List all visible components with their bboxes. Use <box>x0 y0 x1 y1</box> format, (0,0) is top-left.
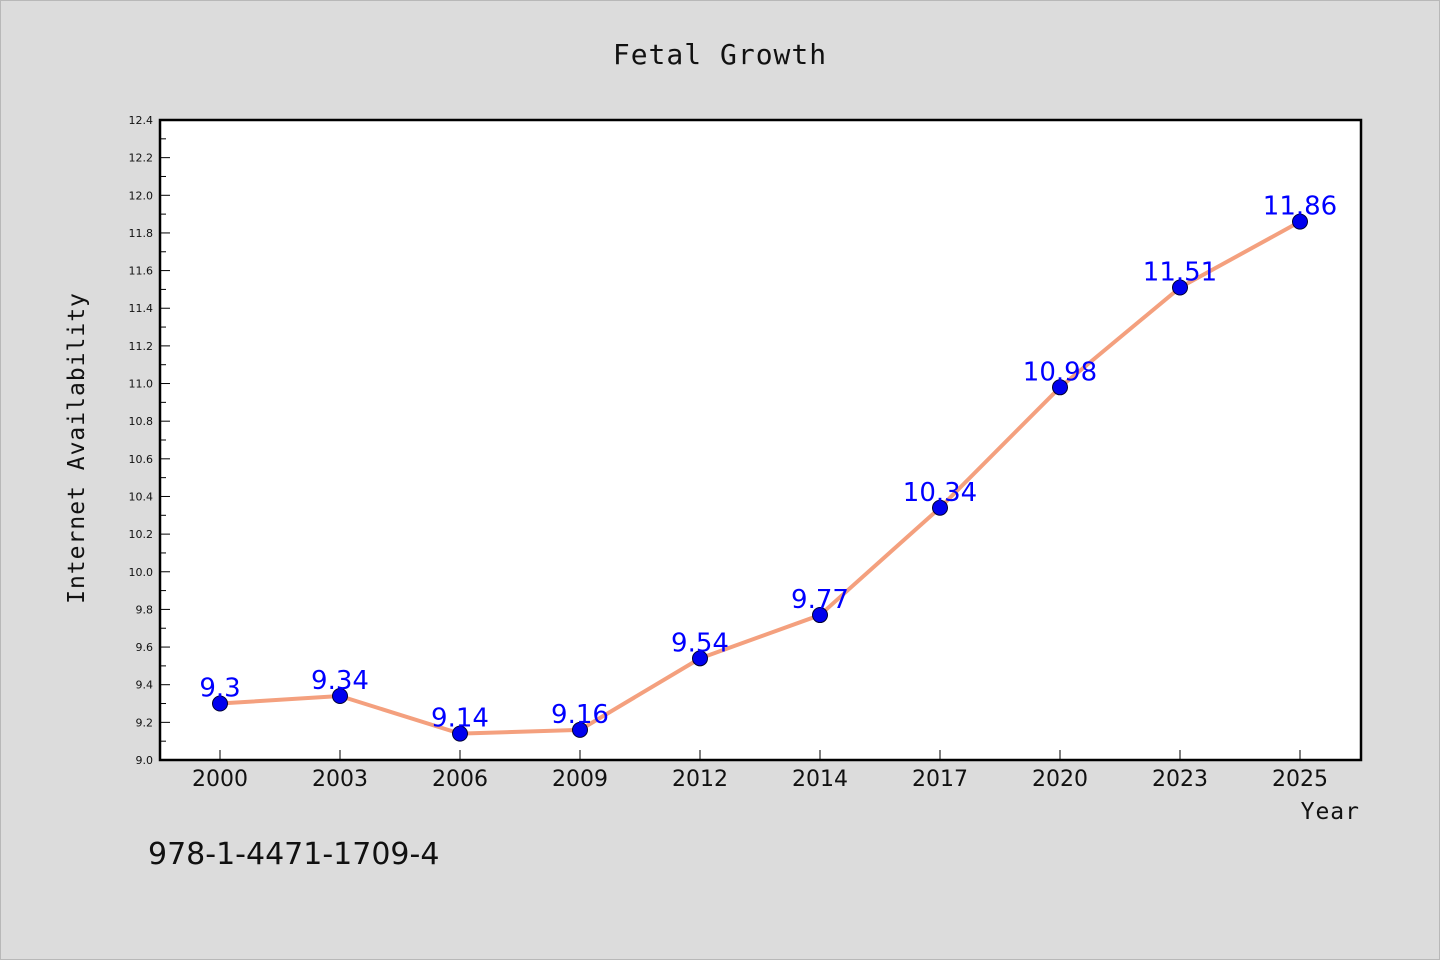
x-tick-label: 2000 <box>192 767 248 792</box>
y-tick-label: 12.2 <box>129 152 154 165</box>
y-tick-label: 10.6 <box>129 453 154 466</box>
y-tick-label: 9.2 <box>136 716 154 729</box>
y-tick-label: 11.0 <box>129 378 154 391</box>
data-label: 9.54 <box>671 628 729 658</box>
x-tick-label: 2012 <box>672 767 728 792</box>
data-point <box>212 695 228 712</box>
data-label: 9.3 <box>199 674 240 704</box>
x-tick-label: 2003 <box>312 767 368 792</box>
data-label: 9.34 <box>311 666 369 696</box>
y-tick-label: 10.0 <box>129 566 154 579</box>
x-tick-label: 2006 <box>432 767 488 792</box>
y-axis-label: Internet Availability <box>64 292 90 604</box>
data-label: 9.14 <box>431 704 489 734</box>
y-tick-label: 12.0 <box>129 189 154 202</box>
data-point <box>932 499 948 516</box>
x-tick-label: 2020 <box>1032 767 1088 792</box>
data-point <box>1292 213 1308 230</box>
data-label: 10.34 <box>903 478 977 508</box>
x-tick-label: 2017 <box>912 767 968 792</box>
x-tick-label: 2014 <box>792 767 848 792</box>
data-label: 9.77 <box>791 585 849 615</box>
y-tick-label: 11.8 <box>129 227 154 240</box>
y-tick-label: 9.4 <box>136 679 154 692</box>
data-point <box>332 688 348 704</box>
y-tick-label: 10.2 <box>129 528 154 541</box>
y-tick-label: 9.6 <box>136 641 154 654</box>
x-tick-label: 2023 <box>1152 767 1208 792</box>
y-tick-label: 10.4 <box>129 490 154 503</box>
data-point <box>692 650 708 667</box>
x-axis-ticks: 2000 2003 2006 2009 2012 2014 2017 2020 2023 2025 <box>192 750 1328 792</box>
y-axis-ticks: 9.0 9.2 9.4 9.6 9.8 10.0 10.2 10.4 10.6 10.8 11.0 1… <box>129 114 170 767</box>
data-label: 11.86 <box>1263 192 1337 222</box>
plot-area <box>158 118 1363 762</box>
y-tick-label: 11.6 <box>129 265 154 278</box>
y-tick-label: 9.8 <box>136 603 154 616</box>
data-label: 10.98 <box>1023 357 1097 387</box>
y-tick-label: 10.8 <box>129 415 154 428</box>
data-point <box>812 607 828 624</box>
x-tick-label: 2009 <box>552 767 608 792</box>
chart-title: Fetal Growth <box>613 38 827 71</box>
footnote-isbn: 978-1-4471-1709-4 <box>148 837 439 872</box>
x-tick-label: 2025 <box>1272 767 1328 792</box>
data-point <box>1172 279 1188 296</box>
y-tick-label: 12.4 <box>129 114 154 127</box>
y-tick-label: 11.4 <box>129 302 154 315</box>
series-layer: 9.3 9.34 9.14 9.16 9.54 9.77 10.34 10.98 11.51 11… <box>199 192 1337 742</box>
data-point <box>572 721 588 738</box>
y-tick-label: 11.2 <box>129 340 154 353</box>
y-tick-label: 9.0 <box>136 754 154 767</box>
data-point <box>1052 379 1068 396</box>
data-label: 11.51 <box>1143 258 1217 288</box>
data-point <box>452 725 468 742</box>
data-label: 9.16 <box>551 700 609 730</box>
series-line <box>218 219 1302 736</box>
x-axis-label: Year <box>1301 799 1360 825</box>
